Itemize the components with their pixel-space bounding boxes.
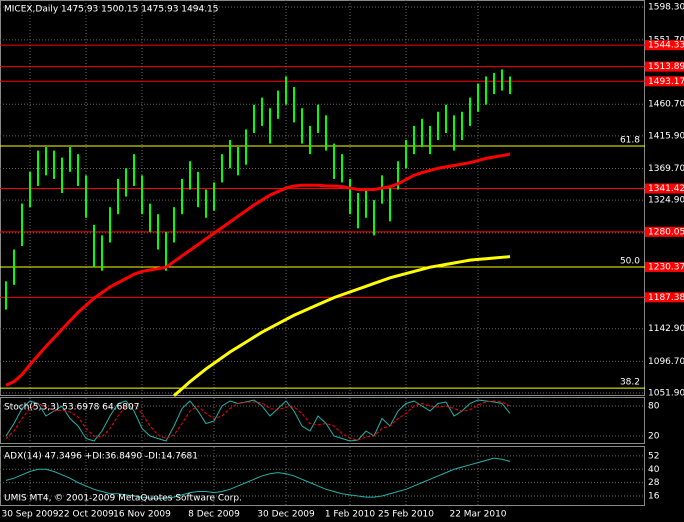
level-label: 1187.38: [648, 293, 684, 303]
level-label: 1544.33: [648, 41, 684, 51]
main-panel: [0, 0, 645, 396]
y-tick-label: 40: [648, 465, 660, 475]
level-box: [645, 183, 684, 194]
stoch-panel: [0, 397, 645, 444]
fib-label: 50.0: [620, 257, 640, 267]
x-tick-label: 1 Feb 2010: [325, 510, 376, 520]
y-tick-label: 28: [648, 478, 660, 488]
y-tick-label: 80: [648, 402, 660, 412]
y-tick-label: 20: [648, 432, 660, 442]
level-box: [645, 226, 684, 237]
adx-panel: [0, 446, 645, 506]
y-tick-label: 1598.30: [648, 2, 684, 12]
y-tick-label: 1324.90: [648, 196, 684, 206]
level-box: [645, 292, 684, 303]
x-tick-label: 22 Mar 2010: [449, 510, 506, 520]
x-tick-label: 25 Feb 2010: [378, 510, 434, 520]
y-tick-label: 52: [648, 451, 659, 461]
marks: [0, 44, 645, 499]
indicator-line: [5, 457, 511, 499]
x-tick-label: 30 Sep 2009: [1, 510, 58, 520]
y-tick-label: 1369.70: [648, 164, 684, 174]
panel-title: MICEX,Daily 1475.93 1500.15 1475.93 1494…: [4, 5, 219, 15]
level-box: [645, 261, 684, 272]
level-box: [645, 40, 684, 51]
fib-label: 38.2: [620, 378, 640, 388]
level-box: [645, 61, 684, 72]
x-tick-label: 22 Oct 2009: [58, 510, 114, 520]
level-box: [645, 76, 684, 87]
x-tick-label: 16 Nov 2009: [113, 510, 171, 520]
indicator-line: [5, 400, 511, 441]
y-tick-label: 1096.70: [648, 357, 684, 367]
indicator-line: [5, 152, 511, 387]
level-label: 1513.89: [648, 62, 684, 72]
x-tick-label: 30 Dec 2009: [257, 510, 315, 520]
y-tick-label: 1051.90: [648, 389, 684, 399]
fib-label: 61.8: [620, 136, 640, 146]
level-label: 1341.42: [648, 184, 684, 194]
copyright: UMIS MT4, © 2001-2009 MetaQuotes Softwar…: [4, 494, 242, 504]
level-label: 1280.05: [648, 227, 684, 237]
x-tick-label: 8 Dec 2009: [188, 510, 240, 520]
y-tick-label: 1415.90: [648, 131, 684, 141]
panel-title: ADX(14) 47.3496 +DI:36.8490 -DI:14.7681: [4, 452, 198, 462]
panel-title: Stoch(5,3,3) 53.6978 64.6807: [4, 403, 139, 413]
y-tick-label: 16: [648, 491, 660, 501]
y-tick-label: 1460.70: [648, 100, 684, 110]
indicator-line: [173, 255, 511, 397]
level-label: 1493.17: [648, 77, 684, 87]
level-label: 1230.37: [648, 262, 684, 272]
y-tick-label: 1142.90: [648, 324, 684, 334]
